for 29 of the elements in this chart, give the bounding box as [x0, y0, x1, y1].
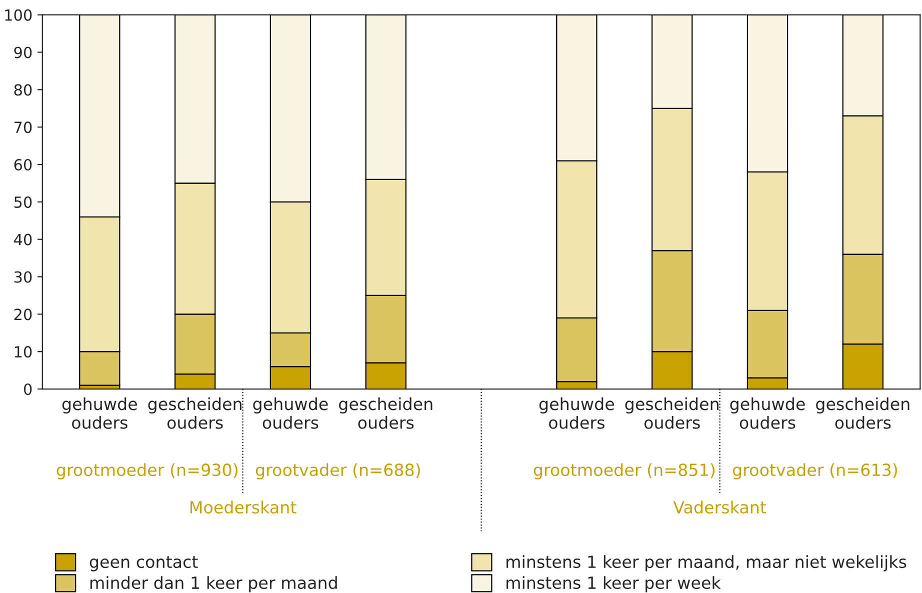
legend-label: minder dan 1 keer per maand [90, 576, 337, 592]
x-tick-label: gescheiden ouders [148, 397, 242, 429]
legend-label: geen contact [90, 556, 198, 572]
text: grootmoeder (n=930) [56, 463, 238, 480]
text: grootvader (n=613) [732, 463, 897, 480]
text: grootmoeder (n=851) [534, 463, 714, 480]
x-tick-label: gehuwde ouders [730, 397, 805, 429]
y-tick-label: 70 [14, 122, 32, 134]
x-tick-label: gescheiden ouders [816, 397, 910, 429]
y-tick-label: 80 [14, 84, 32, 96]
y-tick-label: 40 [14, 234, 32, 246]
text: Vaderskant [673, 500, 766, 514]
y-tick-label: 50 [14, 196, 32, 208]
x-tick-label: gescheiden ouders [625, 397, 718, 429]
y-tick-label: 90 [14, 46, 32, 58]
x-tick-label: gehuwde ouders [539, 397, 614, 429]
y-tick-label: 100 [5, 9, 32, 21]
legend-label: minstens 1 keer per week [506, 576, 721, 592]
y-tick-label: 0 [24, 383, 32, 396]
legend-label: minstens 1 keer per maand, maar niet wekelijks [506, 555, 906, 572]
text: grootvader (n=688) [256, 463, 420, 480]
y-tick-label: 10 [14, 346, 32, 358]
text: Moederskant [190, 500, 296, 514]
x-tick-label: gescheiden ouders [339, 397, 432, 429]
x-tick-label: gehuwde ouders [253, 397, 328, 429]
y-tick-label: 60 [14, 158, 32, 171]
x-tick-label: gehuwde ouders [62, 397, 137, 429]
y-tick-label: 20 [14, 308, 32, 320]
y-tick-label: 30 [14, 271, 32, 283]
